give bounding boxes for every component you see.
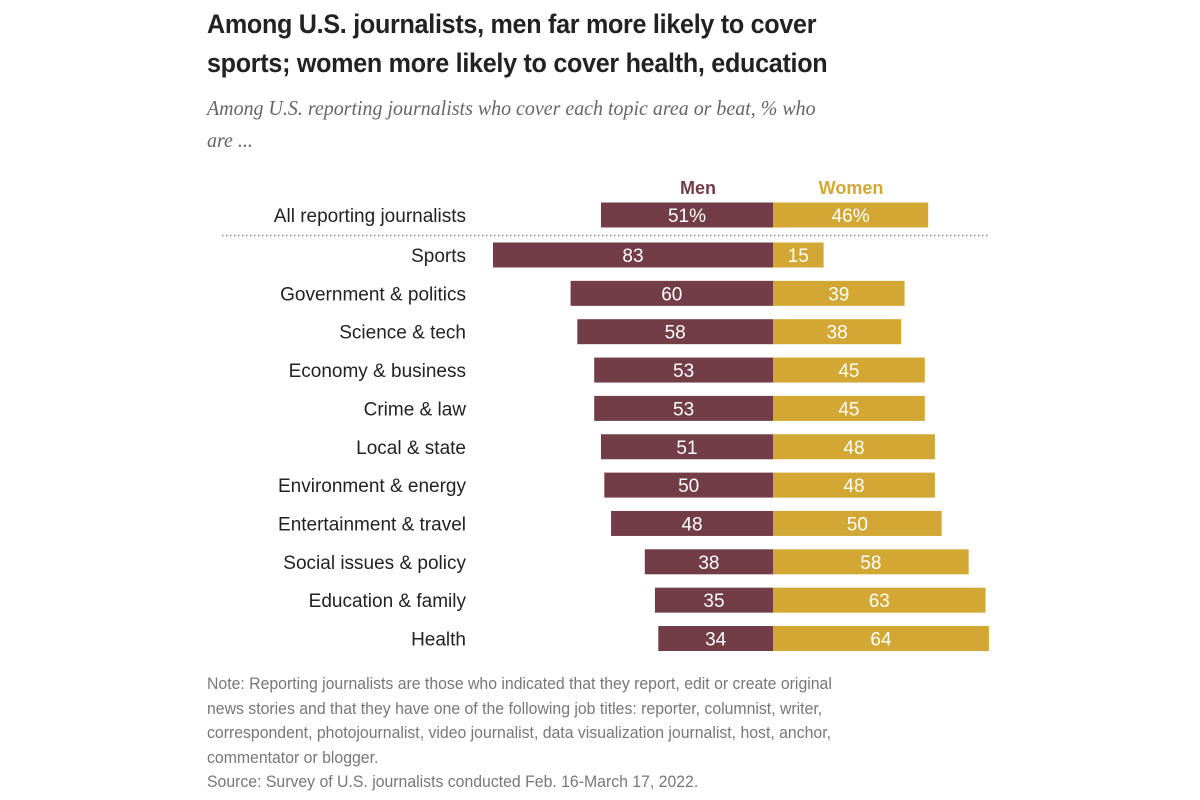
legend-women: Women (819, 178, 884, 198)
source-line: Source: Survey of U.S. journalists condu… (207, 772, 699, 791)
category-label-sports: Sports (411, 246, 466, 267)
bar-women-local-and-state (773, 434, 935, 460)
data-label-men-all-reporting-journalists: 51% (668, 206, 706, 227)
note-line-1: Note: Reporting journalists are those wh… (207, 674, 832, 693)
bar-women-social-issues-and-policy (773, 549, 969, 575)
bar-men-government-and-politics (570, 280, 773, 306)
category-label-all-reporting-journalists: All reporting journalists (274, 206, 466, 227)
data-label-men-environment-and-energy: 50 (678, 476, 699, 497)
data-label-men-education-and-family: 35 (703, 591, 724, 612)
bar-women-all-reporting-journalists (773, 202, 929, 228)
bar-men-education-and-family (654, 587, 773, 613)
data-label-men-social-issues-and-policy: 38 (698, 553, 719, 574)
data-label-women-health: 64 (870, 630, 892, 651)
bar-women-sports (773, 242, 824, 268)
bar-women-health (773, 626, 989, 651)
bar-women-environment-and-energy (773, 472, 935, 498)
data-label-women-local-and-state: 48 (843, 438, 864, 459)
bar-men-economy-and-business (594, 357, 773, 383)
data-label-women-science-and-tech: 38 (827, 323, 848, 344)
chart-subtitle-line-1: Among U.S. reporting journalists who cov… (207, 96, 816, 120)
category-label-local-and-state: Local & state (356, 438, 466, 459)
bar-women-education-and-family (773, 587, 986, 613)
data-label-men-economy-and-business: 53 (673, 361, 694, 382)
category-label-education-and-family: Education & family (309, 591, 467, 612)
data-label-women-sports: 15 (788, 246, 809, 267)
category-label-health: Health (411, 630, 466, 651)
chart-subtitle: Among U.S. reporting journalists who cov… (207, 92, 986, 156)
category-label-environment-and-energy: Environment & energy (278, 476, 466, 497)
data-label-women-education-and-family: 63 (869, 591, 890, 612)
bar-men-entertainment-and-travel (611, 510, 773, 536)
data-label-women-crime-and-law: 45 (838, 399, 859, 420)
data-label-men-crime-and-law: 53 (673, 399, 694, 420)
chart-note: Note: Reporting journalists are those wh… (207, 672, 951, 795)
data-label-women-environment-and-energy: 48 (843, 476, 864, 497)
note-line-4: commentator or blogger. (207, 747, 379, 767)
data-label-women-government-and-politics: 39 (828, 284, 849, 305)
bar-women-government-and-politics (773, 280, 905, 306)
data-label-women-entertainment-and-travel: 50 (847, 514, 868, 535)
category-label-science-and-tech: Science & tech (339, 323, 466, 344)
data-label-men-government-and-politics: 60 (661, 284, 682, 305)
category-label-economy-and-business: Economy & business (289, 361, 466, 382)
data-label-men-health: 34 (705, 630, 727, 651)
bar-men-health (658, 626, 773, 651)
bar-men-local-and-state (600, 434, 773, 460)
bar-men-environment-and-energy (604, 472, 773, 498)
data-label-men-sports: 83 (622, 246, 643, 267)
data-label-men-entertainment-and-travel: 48 (681, 514, 702, 535)
category-label-entertainment-and-travel: Entertainment & travel (278, 514, 466, 535)
bar-women-economy-and-business (773, 357, 925, 383)
category-label-government-and-politics: Government & politics (280, 284, 466, 305)
data-label-women-all-reporting-journalists: 46% (832, 206, 870, 227)
category-label-social-issues-and-policy: Social issues & policy (283, 553, 466, 574)
chart-subtitle-line-2: are ... (207, 128, 253, 152)
bar-women-entertainment-and-travel (773, 510, 942, 536)
chart-title-line-1: Among U.S. journalists, men far more lik… (207, 9, 817, 39)
bar-men-science-and-tech (577, 319, 773, 345)
note-line-3: correspondent, photojournalist, video jo… (207, 723, 831, 742)
category-label-crime-and-law: Crime & law (364, 399, 467, 420)
legend-men: Men (680, 178, 716, 198)
data-label-women-economy-and-business: 45 (838, 361, 859, 382)
chart-title-line-2: sports; women more likely to cover healt… (207, 48, 828, 78)
bar-women-crime-and-law (773, 395, 925, 421)
note-line-2: news stories and that they have one of t… (207, 698, 823, 718)
bar-men-all-reporting-journalists (600, 202, 773, 228)
bar-men-social-issues-and-policy (644, 549, 773, 575)
data-label-men-science-and-tech: 58 (665, 323, 686, 344)
bar-women-science-and-tech (773, 319, 902, 345)
chart-title: Among U.S. journalists, men far more lik… (207, 5, 951, 83)
bar-men-sports (493, 242, 773, 268)
data-label-men-local-and-state: 51 (676, 438, 697, 459)
data-label-women-social-issues-and-policy: 58 (860, 553, 881, 574)
bar-men-crime-and-law (594, 395, 773, 421)
